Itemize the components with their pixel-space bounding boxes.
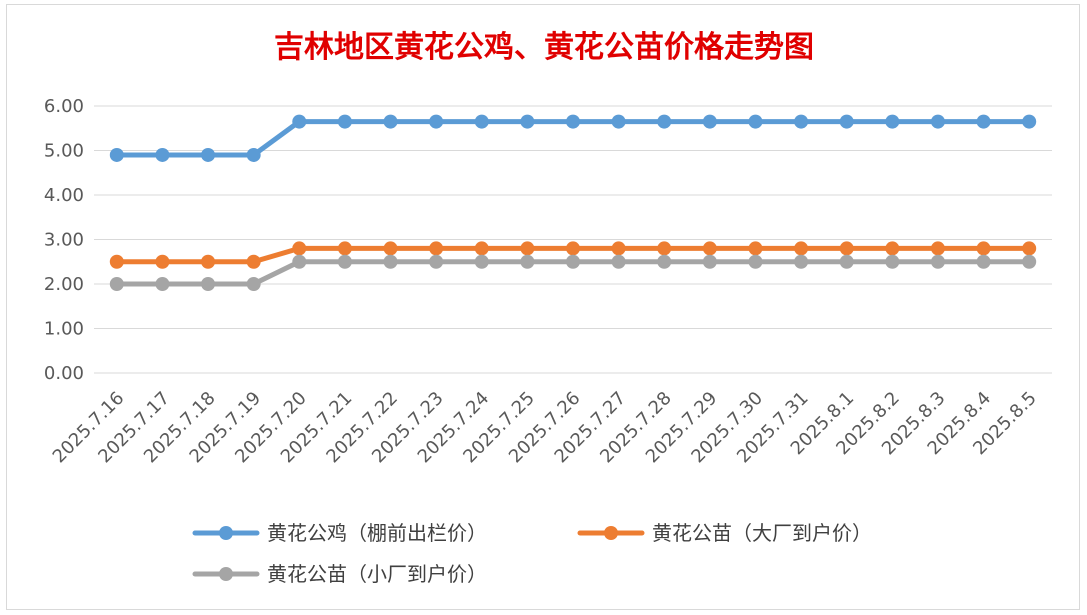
data-point	[429, 114, 444, 129]
data-point	[657, 241, 672, 256]
data-point	[109, 277, 124, 291]
data-point	[201, 277, 216, 291]
data-point	[109, 254, 124, 269]
data-point	[976, 114, 991, 129]
y-tick-label: 3.00	[44, 230, 84, 251]
data-point	[292, 241, 307, 256]
data-point	[246, 147, 261, 162]
data-point	[383, 241, 398, 256]
data-point	[794, 241, 809, 256]
data-point	[429, 241, 444, 256]
data-point	[292, 114, 307, 129]
data-point	[930, 241, 945, 256]
data-point	[976, 241, 991, 256]
data-point	[885, 254, 900, 269]
data-point	[201, 254, 216, 269]
data-point	[383, 254, 398, 269]
y-tick-label: 0.00	[44, 363, 84, 384]
data-point	[702, 114, 717, 129]
data-point	[566, 254, 580, 269]
data-point	[566, 114, 580, 129]
data-point	[839, 114, 854, 129]
data-point	[201, 147, 216, 162]
data-point	[1022, 254, 1037, 269]
data-point	[748, 241, 763, 256]
data-point	[337, 241, 352, 256]
data-point	[246, 254, 261, 269]
data-point	[748, 114, 763, 129]
y-tick-label: 5.00	[44, 141, 84, 162]
data-point	[155, 254, 170, 269]
data-point	[611, 241, 626, 256]
legend: 黄花公鸡（棚前出栏价） 黄花公苗（大厂到户价） 黄花公苗（小厂到户价）	[192, 521, 872, 586]
data-point	[839, 241, 854, 256]
data-point	[246, 277, 261, 291]
series-lines	[109, 114, 1037, 291]
data-point	[611, 114, 626, 129]
data-point	[885, 241, 900, 256]
data-point	[930, 254, 945, 269]
data-point	[611, 254, 626, 269]
legend-label: 黄花公苗（小厂到户价）	[267, 562, 487, 586]
data-point	[474, 114, 489, 129]
data-point	[748, 254, 763, 269]
data-point	[702, 241, 717, 256]
data-point	[520, 254, 535, 269]
data-point	[794, 114, 809, 129]
data-point	[657, 114, 672, 129]
series-2	[109, 241, 1037, 269]
data-point	[155, 147, 170, 162]
data-point	[839, 254, 854, 269]
data-point	[383, 114, 398, 129]
data-point	[1022, 241, 1037, 256]
data-point	[155, 277, 170, 291]
legend-item: 黄花公鸡（棚前出栏价）	[192, 521, 487, 545]
y-tick-label: 2.00	[44, 274, 84, 295]
x-axis-ticks: 2025.7.162025.7.172025.7.182025.7.192025…	[49, 388, 1041, 468]
legend-marker	[219, 567, 233, 581]
data-point	[1022, 114, 1037, 129]
data-point	[976, 254, 991, 269]
data-point	[429, 254, 444, 269]
y-tick-label: 6.00	[44, 96, 84, 117]
line-chart: 吉林地区黄花公鸡、黄花公苗价格走势图 0.00 1.00 2.00 3.00 4.00 5…	[44, 30, 1052, 586]
legend-marker	[604, 526, 618, 540]
chart-title: 吉林地区黄花公鸡、黄花公苗价格走势图	[274, 30, 814, 65]
data-point	[702, 254, 717, 269]
legend-item: 黄花公苗（小厂到户价）	[192, 562, 487, 586]
data-point	[337, 114, 352, 129]
data-point	[520, 114, 535, 129]
chart-area[interactable]: 吉林地区黄花公鸡、黄花公苗价格走势图 0.00 1.00 2.00 3.00 4.00 5…	[6, 4, 1080, 610]
data-point	[337, 254, 352, 269]
legend-label: 黄花公苗（大厂到户价）	[652, 521, 872, 545]
data-point	[566, 241, 580, 256]
data-point	[794, 254, 809, 269]
gridlines	[94, 105, 1052, 374]
data-point	[520, 241, 535, 256]
y-tick-label: 1.00	[44, 319, 84, 340]
legend-item: 黄花公苗（大厂到户价）	[577, 521, 872, 545]
data-point	[474, 241, 489, 256]
data-point	[930, 114, 945, 129]
series-3	[109, 254, 1037, 291]
legend-label: 黄花公鸡（棚前出栏价）	[267, 521, 487, 545]
series-1	[109, 114, 1037, 162]
data-point	[885, 114, 900, 129]
data-point	[292, 254, 307, 269]
data-point	[474, 254, 489, 269]
legend-marker	[219, 526, 233, 540]
data-point	[657, 254, 672, 269]
data-point	[109, 147, 124, 162]
y-axis-ticks: 0.00 1.00 2.00 3.00 4.00 5.00 6.00	[44, 96, 84, 384]
y-tick-label: 4.00	[44, 185, 84, 206]
